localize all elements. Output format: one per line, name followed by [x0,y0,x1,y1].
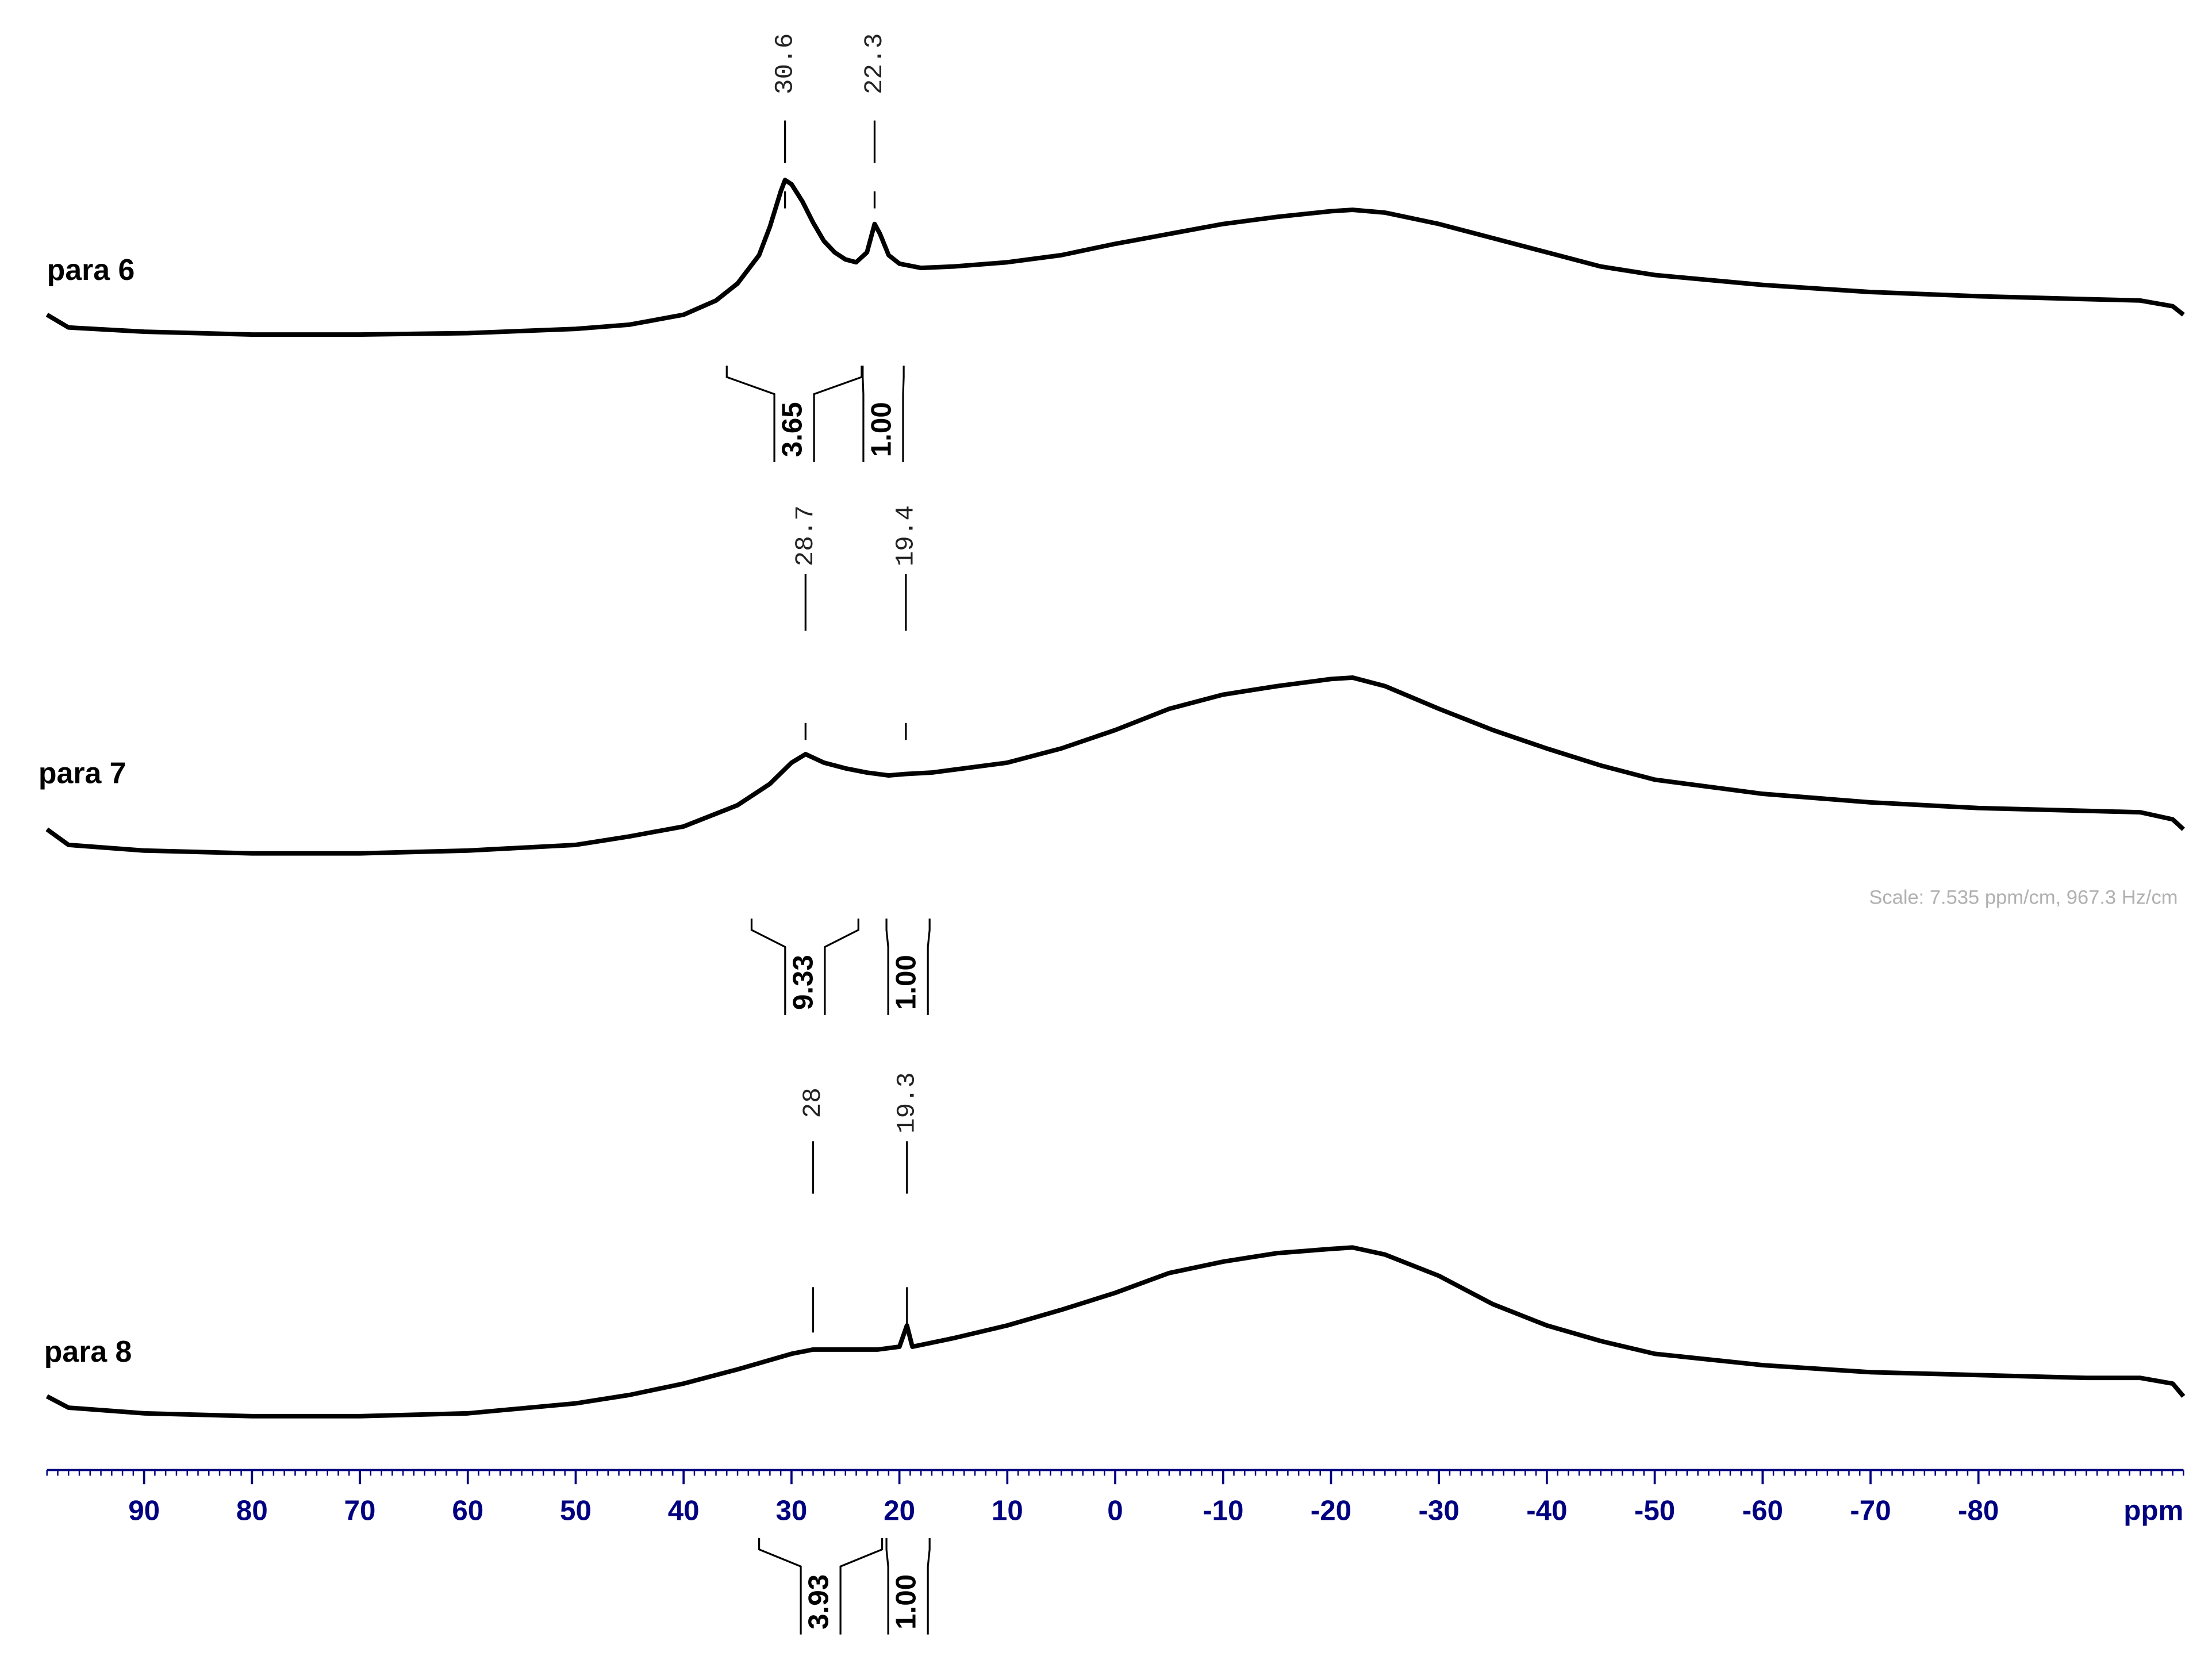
spectrum-trace [45,1245,2186,1419]
peak-label: 30.6 [771,33,800,95]
integral-bracket [758,1538,884,1635]
x-tick-label: -20 [1311,1495,1351,1527]
x-tick-label: 30 [775,1495,807,1527]
integral-label: 1.00 [865,402,897,457]
x-tick-label: -50 [1634,1495,1675,1527]
scale-note: Scale: 7.535 ppm/cm, 967.3 Hz/cm [1869,887,2178,909]
x-tick-label: 90 [128,1495,160,1527]
x-tick-label: -40 [1526,1495,1567,1527]
x-tick-label: -10 [1203,1495,1243,1527]
integral-label: 9.33 [787,955,819,1010]
integral-label: 1.00 [890,955,922,1010]
x-tick-label: 50 [560,1495,592,1527]
integral-bracket [725,366,863,463]
spectrum-name: para 8 [44,1335,132,1368]
integral-bracket [885,1538,931,1635]
peak-label: 19.3 [893,1072,921,1133]
spectrum-trace [45,675,2186,856]
x-tick-label: 20 [884,1495,915,1527]
spectrum-name: para 7 [39,756,126,790]
x-tick-label: -70 [1850,1495,1891,1527]
x-tick-label: 60 [452,1495,483,1527]
spectrum-trace [45,178,2185,337]
integral-label: 3.65 [777,402,808,457]
integral-bracket [885,919,931,1015]
x-axis-label: ppm [2123,1495,2183,1527]
x-tick-label: 80 [236,1495,268,1527]
integral-bracket [862,366,905,463]
x-tick-label: 10 [992,1495,1023,1527]
x-tick-label: -60 [1742,1495,1783,1527]
spectrum-name: para 6 [47,253,135,286]
peak-label: 19.4 [892,505,921,567]
x-tick-label: 0 [1107,1495,1123,1527]
peak-label: 28 [799,1088,828,1118]
integral-label: 1.00 [890,1574,922,1630]
x-tick-label: 40 [668,1495,700,1527]
x-tick-label: -30 [1419,1495,1460,1527]
x-tick-label: 70 [344,1495,376,1527]
integral-label: 3.93 [803,1574,835,1630]
peak-label: 22.3 [861,33,889,95]
x-tick-label: -80 [1958,1495,1999,1527]
integral-bracket [750,919,859,1015]
peak-label: 28.7 [792,505,820,567]
